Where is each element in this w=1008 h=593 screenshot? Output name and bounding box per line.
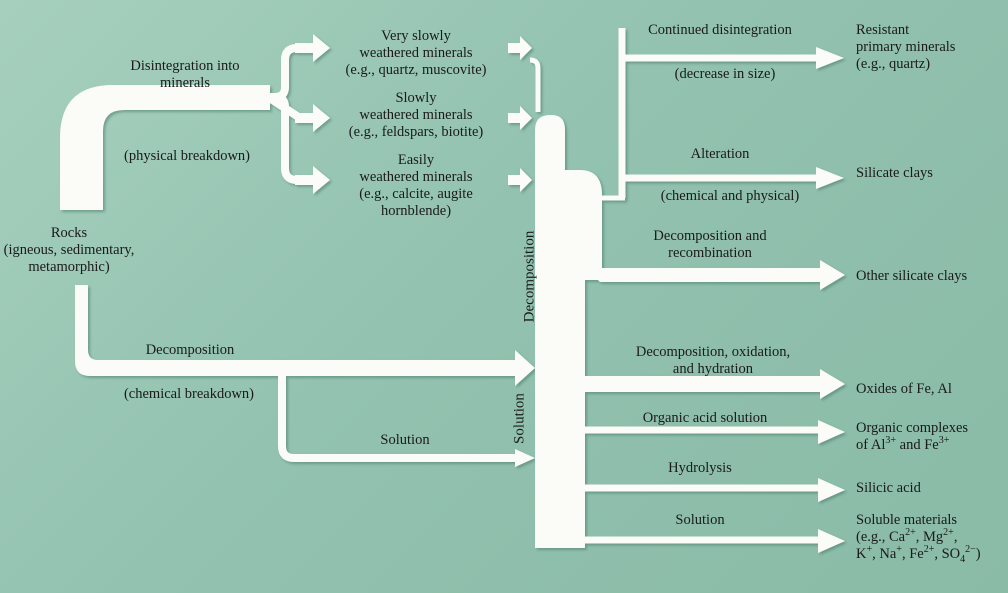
mineral-split-bracket (265, 44, 303, 184)
organic-acid-label: Organic acid solution (642, 410, 768, 426)
arrow-soluble (544, 500, 820, 544)
silicic-acid-label: Silicic acid (856, 480, 921, 496)
resistant-minerals-label: Resistant primary minerals (e.g., quartz… (856, 22, 956, 72)
central-trunk (535, 115, 602, 548)
arrow-oxides (585, 369, 845, 399)
chemical-breakdown-label: (chemical breakdown) (123, 386, 255, 402)
arrow-organic (566, 394, 820, 434)
trunk-solution-label: Solution (511, 393, 528, 444)
organic-complexes-label: Organic complexes of Al3+ and Fe3+ (856, 420, 969, 453)
decrease-in-size-label: (decrease in size) (674, 66, 776, 82)
chemical-physical-label: (chemical and physical) (660, 188, 800, 204)
easily-weathered: Easily weathered minerals (e.g., calcite… (359, 152, 473, 219)
solution-process-label: Solution (675, 512, 725, 528)
lower-solution-label: Solution (380, 432, 430, 448)
oxides-label: Oxides of Fe, Al (856, 381, 952, 397)
arrow-mineral-1 (508, 36, 532, 60)
soluble-materials-label: Soluble materials (e.g., Ca2+, Mg2+, K+,… (856, 512, 981, 565)
arrow-silicic (556, 440, 820, 492)
continued-disintegration-label: Continued disintegration (648, 22, 792, 38)
arrow-mineral-3 (508, 168, 532, 192)
decomposition-recombination-label: Decomposition and recombination (653, 228, 767, 261)
arrow-to-slowly (295, 104, 330, 132)
decomposition-label: Decomposition (145, 342, 235, 358)
physical-breakdown-label: (physical breakdown) (123, 148, 251, 164)
slowly-weathered: Slowly weathered minerals (e.g., feldspa… (348, 90, 484, 140)
upper-right-bracket (618, 28, 820, 198)
chemical-breakdown-band (75, 285, 535, 386)
decomposition-oxidation-label: Decomposition, oxidation, and hydration (635, 344, 791, 377)
disintegration-label: Disintegration into minerals (130, 58, 240, 91)
rocks-label: Rocks (igneous, sedimentary, metamorphic… (3, 225, 135, 275)
hydrolysis-label: Hydrolysis (668, 460, 732, 476)
arrow-mineral-2 (508, 106, 532, 130)
other-silicate-clays-label: Other silicate clays (856, 268, 968, 284)
arrow-to-very-slowly (295, 34, 330, 62)
solution-branch (278, 376, 515, 462)
alteration-label: Alteration (690, 146, 750, 162)
very-slowly-weathered: Very slowly weathered minerals (e.g., qu… (345, 28, 487, 78)
trunk-decomposition-label: Decomposition (521, 230, 538, 323)
arrow-other-clays (585, 260, 845, 290)
physical-breakdown-band (60, 85, 270, 210)
silicate-clays-label: Silicate clays (856, 165, 933, 181)
arrow-to-easily (295, 166, 330, 194)
